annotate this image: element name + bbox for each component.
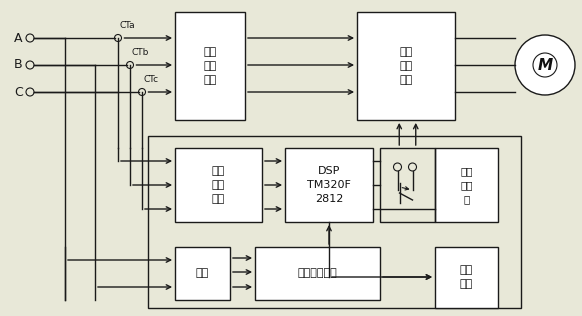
Bar <box>255 247 380 300</box>
Text: A: A <box>14 32 23 45</box>
Bar <box>435 148 498 222</box>
Bar <box>175 12 245 120</box>
Text: 热过
载继
电器: 热过 载继 电器 <box>203 47 217 85</box>
Circle shape <box>515 35 575 95</box>
Text: B: B <box>14 58 23 71</box>
Text: 开关: 开关 <box>196 269 209 278</box>
Bar <box>148 136 521 308</box>
Bar <box>175 148 262 222</box>
Text: 声光
报警: 声光 报警 <box>460 265 473 289</box>
Bar <box>435 247 498 308</box>
Bar <box>380 148 435 222</box>
Bar <box>175 247 230 300</box>
Text: M: M <box>537 58 552 72</box>
Text: 输入
调理
电路: 输入 调理 电路 <box>212 166 225 204</box>
Text: C: C <box>14 86 23 99</box>
Text: 固态
继电
器: 固态 继电 器 <box>460 166 473 204</box>
Bar <box>357 12 455 120</box>
Text: 控制
执行
机构: 控制 执行 机构 <box>399 47 413 85</box>
Text: 直流工作电源: 直流工作电源 <box>297 269 338 278</box>
Text: CTa: CTa <box>120 21 136 30</box>
Text: DSP
TM320F
2812: DSP TM320F 2812 <box>307 166 351 204</box>
Bar <box>285 148 373 222</box>
Text: CTc: CTc <box>144 75 159 84</box>
Text: CTb: CTb <box>132 48 150 57</box>
